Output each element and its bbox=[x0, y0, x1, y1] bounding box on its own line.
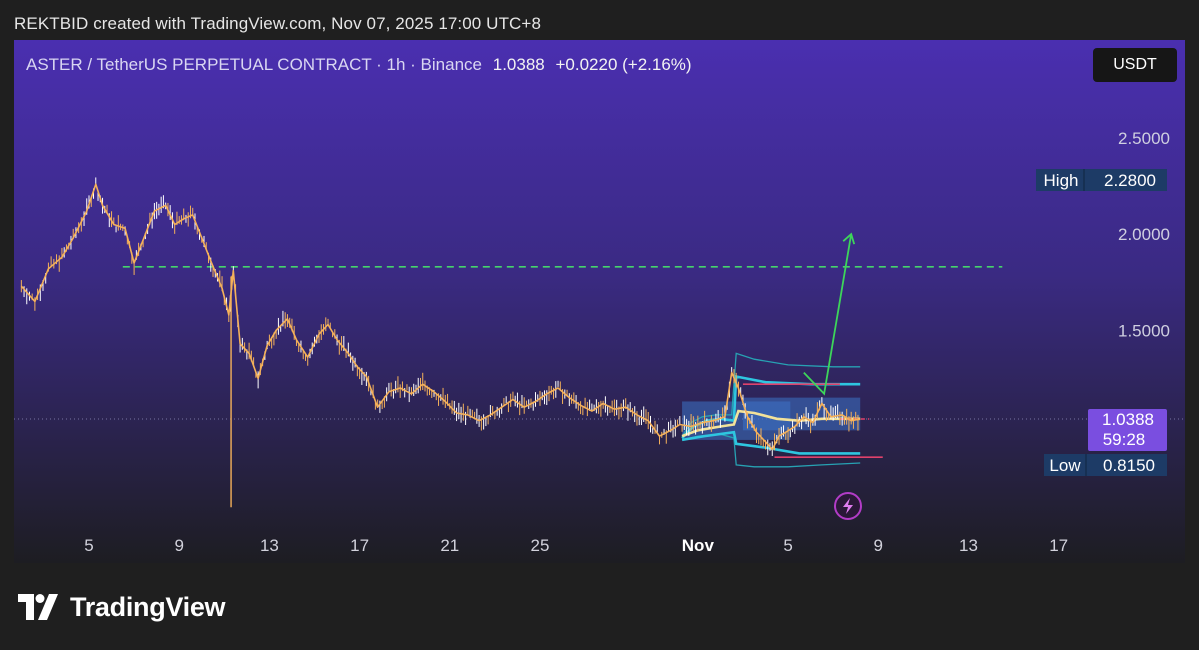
chart-caption: REKTBID created with TradingView.com, No… bbox=[14, 14, 542, 33]
high-tag bbox=[1036, 169, 1167, 191]
current-price: 1.0388 bbox=[492, 55, 545, 74]
tradingview-logo-icon bbox=[18, 594, 58, 620]
x-axis-label: 13 bbox=[260, 536, 279, 555]
vwap-line bbox=[681, 409, 861, 438]
last-price-value: 1.0388 bbox=[1102, 410, 1154, 429]
upper-outer-band bbox=[681, 352, 861, 437]
x-axis-label: 17 bbox=[350, 536, 369, 555]
tradingview-brand-name: TradingView bbox=[70, 591, 226, 622]
lower-mid-band bbox=[681, 430, 861, 455]
y-axis-label: 2.0000 bbox=[1118, 225, 1170, 244]
chart-area[interactable]: 2.5000 2.0000 1.5000 High 2.2800 1.0388 59:28 L… bbox=[14, 40, 1185, 563]
x-axis-label: 21 bbox=[440, 536, 459, 555]
x-axis-label: 9 bbox=[174, 536, 183, 555]
x-axis-label: 5 bbox=[783, 536, 792, 555]
projection-arrow bbox=[803, 234, 853, 396]
high-value: 2.2800 bbox=[1104, 171, 1156, 190]
symbol-header: ASTER / TetherUS PERPETUAL CONTRACT · 1h… bbox=[26, 55, 692, 75]
x-axis-label: 25 bbox=[531, 536, 550, 555]
chart-background bbox=[14, 40, 1185, 563]
y-axis-label: 1.5000 bbox=[1118, 321, 1170, 340]
symbol-title[interactable]: ASTER / TetherUS PERPETUAL CONTRACT · 1h… bbox=[26, 55, 482, 74]
last-price-tag bbox=[1088, 409, 1167, 451]
low-value: 0.8150 bbox=[1103, 456, 1155, 475]
lightning-bolt bbox=[843, 498, 853, 514]
low-tag bbox=[1044, 454, 1167, 476]
low-label: Low bbox=[1049, 456, 1081, 475]
tradingview-logo: TradingView bbox=[18, 590, 226, 624]
price-change: +0.0220 (+2.16%) bbox=[555, 55, 692, 74]
y-axis-label: 2.5000 bbox=[1118, 129, 1170, 148]
price-series-line bbox=[20, 183, 861, 451]
x-axis-label: 9 bbox=[874, 536, 883, 555]
currency-button[interactable]: USDT bbox=[1093, 48, 1177, 82]
high-label: High bbox=[1044, 171, 1079, 190]
x-axis-label: 13 bbox=[959, 536, 978, 555]
x-axis-label: 17 bbox=[1049, 536, 1068, 555]
projection-arrowhead bbox=[842, 232, 856, 245]
countdown-timer: 59:28 bbox=[1103, 430, 1146, 449]
x-axis-label: 5 bbox=[84, 536, 93, 555]
x-axis-label: Nov bbox=[682, 536, 715, 555]
